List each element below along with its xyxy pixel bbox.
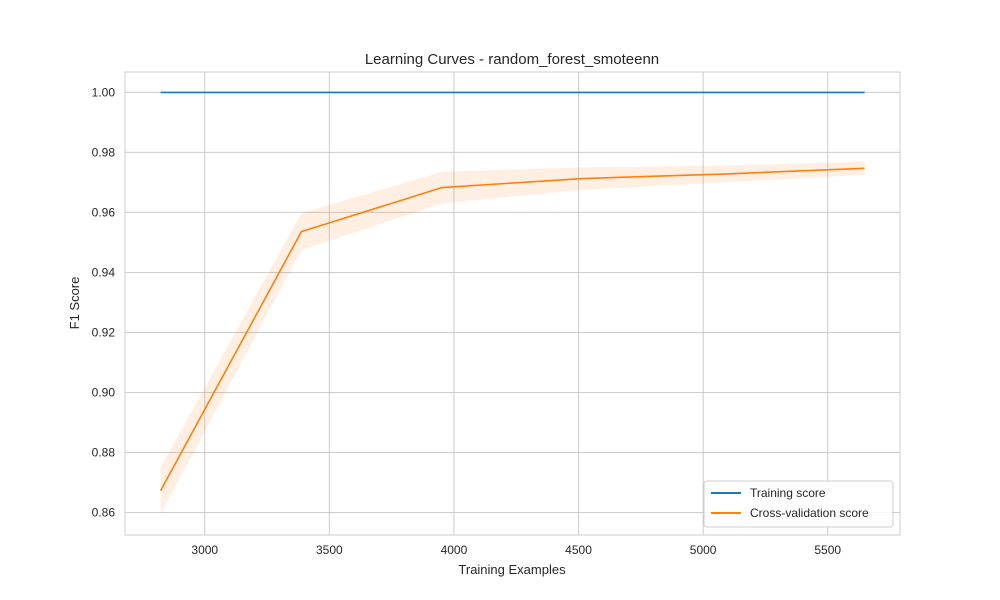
y-tick-label: 0.90 bbox=[92, 385, 116, 399]
x-tick-label: 4000 bbox=[441, 543, 468, 557]
series-line-1 bbox=[159, 167, 865, 491]
series-lines bbox=[159, 91, 865, 491]
y-tick-label: 0.88 bbox=[92, 445, 116, 459]
legend-box bbox=[703, 480, 894, 528]
y-tick-labels: 0.86 0.88 0.90 0.92 0.94 0.96 0.98 1.00 bbox=[92, 85, 116, 519]
y-tick-label: 0.98 bbox=[92, 145, 116, 159]
legend-label-training: Training score bbox=[750, 486, 826, 500]
x-tick-label: 3000 bbox=[191, 543, 218, 557]
plot-area bbox=[124, 71, 901, 536]
chart-title: Learning Curves - random_forest_smoteenn bbox=[365, 51, 659, 68]
x-tick-label: 3500 bbox=[316, 543, 343, 557]
y-axis-label: F1 Score bbox=[67, 277, 82, 330]
legend-label-cv: Cross-validation score bbox=[750, 506, 869, 520]
y-tick-label: 0.92 bbox=[92, 325, 116, 339]
x-axis-label: Training Examples bbox=[458, 562, 566, 577]
legend: Training score Cross-validation score bbox=[703, 480, 894, 528]
y-tick-label: 0.94 bbox=[92, 265, 116, 279]
x-tick-label: 5500 bbox=[814, 543, 841, 557]
x-tick-label: 4500 bbox=[565, 543, 592, 557]
y-tick-label: 0.86 bbox=[92, 505, 116, 519]
y-tick-label: 0.96 bbox=[92, 205, 116, 219]
x-tick-labels: 3000 3500 4000 4500 5000 5500 bbox=[191, 543, 841, 557]
y-tick-label: 1.00 bbox=[92, 85, 116, 99]
x-tick-label: 5000 bbox=[690, 543, 717, 557]
